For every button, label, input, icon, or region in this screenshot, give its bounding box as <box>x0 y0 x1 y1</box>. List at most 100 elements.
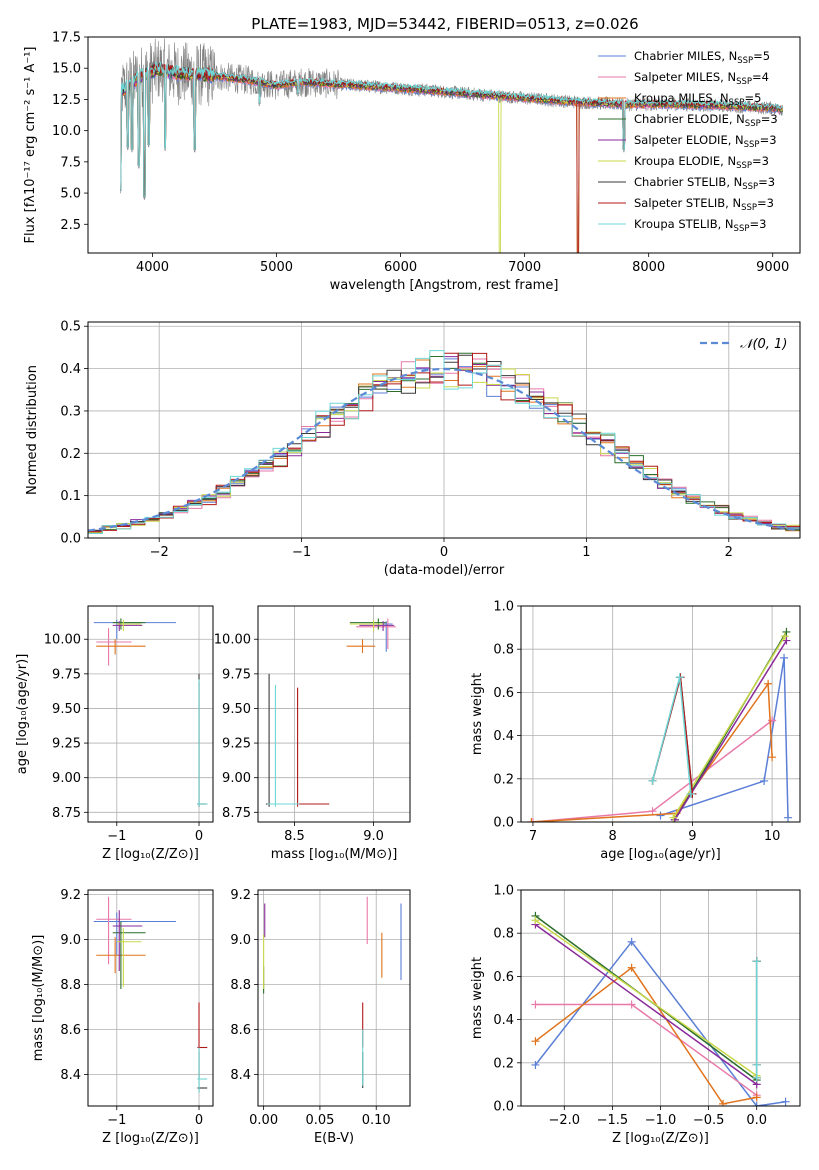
weight_vs_Z-ytick-label: 0.2 <box>493 1056 514 1071</box>
weight_vs_Z-marker-chabrier_miles <box>627 937 636 946</box>
weight_vs_Z-ytick-label: 0.0 <box>493 1100 514 1115</box>
weight_vs_Z-marker-kroupa_elodie <box>531 916 540 925</box>
spectrum-xlabel: wavelength [Angstrom, rest frame] <box>330 278 559 293</box>
age_vs_mass-ytick-label: 8.75 <box>222 806 251 821</box>
residuals-ytick-label: 0.2 <box>60 447 81 462</box>
residuals-ytick-label: 0.4 <box>60 362 81 377</box>
spectrum-xtick-label: 6000 <box>384 260 417 275</box>
age_vs_Z-ylabel: age [log₁₀(age/yr)] <box>15 654 30 775</box>
age_vs_Z-xlabel: Z [log₁₀(Z/Z⊙)] <box>102 847 199 862</box>
weight_vs_Z-ytick-label: 0.8 <box>493 927 514 942</box>
spectrum-ytick-label: 5.0 <box>60 187 81 202</box>
weight_vs_Z-marker-kroupa_stelib <box>752 1060 761 1069</box>
age_vs_mass-ytick-label: 9.25 <box>222 737 251 752</box>
residuals-xtick-label: 1 <box>582 545 590 560</box>
weight_vs_age-ytick-label: 0.8 <box>493 643 514 658</box>
weight_vs_age-ytick-label: 0.2 <box>493 772 514 787</box>
age_vs_Z-frame <box>87 605 214 823</box>
weight_vs_Z-xtick-label: −1.5 <box>597 1113 629 1128</box>
spectrum-ytick-label: 2.5 <box>60 218 81 233</box>
weight_vs_age-marker-kroupa_stelib <box>686 789 695 798</box>
weight_vs_age-plot <box>527 627 793 822</box>
weight_vs_Z-series-kroupa_elodie <box>534 919 758 1077</box>
weight_vs_age-frame <box>520 605 801 823</box>
weight_vs_age-ytick-label: 1.0 <box>493 600 514 615</box>
weight_vs_Z-marker-chabrier_miles <box>531 1060 540 1069</box>
mass_vs_Z-xtick-label: −1 <box>107 1113 126 1128</box>
age_vs_mass-ytick-label: 9.75 <box>222 667 251 682</box>
mass_vs_EBV-frame <box>257 889 411 1107</box>
weight_vs_age-marker-kroupa_miles <box>764 679 773 688</box>
weight_vs_age-marker-salpeter_miles <box>648 807 657 816</box>
legend-entry-chabrier_stelib: Chabrier STELIB, NSSP=3 <box>634 175 775 192</box>
weight_vs_Z-marker-kroupa_stelib <box>752 957 761 966</box>
weight_vs_Z-ylabel: mass weight <box>470 957 485 1039</box>
mass_vs_Z-xtick-label: 0 <box>195 1113 203 1128</box>
spectrum-ytick-label: 12.5 <box>52 93 81 108</box>
age_vs_Z-ytick-label: 9.25 <box>52 737 81 752</box>
mass_vs_EBV-xtick-label: 0.00 <box>249 1113 278 1128</box>
weight_vs_age-xtick-label: 7 <box>529 829 537 844</box>
weight_vs_Z-marker-chabrier_miles <box>781 1097 790 1106</box>
legend-entry-salpeter_stelib: Salpeter STELIB, NSSP=3 <box>634 196 774 213</box>
weight_vs_Z-plot <box>531 911 790 1106</box>
age_vs_Z-axes: −1 0 8.75 9.00 9.25 9.50 9.75 10.00 Z [log₁₀(Z/Z… <box>15 605 214 862</box>
weight_vs_age-series-chabrier_miles <box>660 657 789 818</box>
age_vs_Z-xtick-label: 0 <box>195 829 203 844</box>
spectrum-ytick-label: 7.5 <box>60 155 81 170</box>
weight_vs_Z-series-salpeter_elodie <box>534 923 758 1086</box>
legend-entry-kroupa_miles: Kroupa MILES, NSSP=5 <box>634 91 761 108</box>
spectrum-plot <box>120 38 784 253</box>
residuals-xtick-label: 0 <box>440 545 448 560</box>
weight_vs_Z-marker-salpeter_miles <box>531 1000 540 1009</box>
residuals-xtick-label: −2 <box>150 545 169 560</box>
residuals-frame <box>87 321 801 539</box>
weight_vs_age-marker-chabrier_miles <box>656 811 665 820</box>
weight_vs_age-series-kroupa_miles <box>531 681 773 822</box>
weight_vs_Z-xlabel: Z [log₁₀(Z/Z⊙)] <box>612 1131 709 1146</box>
weight_vs_age-xtick-label: 10 <box>764 829 781 844</box>
weight_vs_age-axes: 7 8 9 10 0.0 0.2 0.4 0.6 0.8 1.0 age [log₁₀(age/yr… <box>470 600 801 862</box>
mass_vs_Z-ytick-label: 8.6 <box>60 1023 81 1038</box>
weight_vs_Z-xtick-label: −0.5 <box>693 1113 725 1128</box>
spectrum-axes: 4000 5000 6000 7000 8000 9000 2.5 5.0 7.5 10.0 12.… <box>23 31 801 293</box>
legend-entry-chabrier_elodie: Chabrier ELODIE, NSSP=3 <box>634 112 778 129</box>
age_vs_Z-xtick-label: −1 <box>107 829 126 844</box>
residuals-xtick-label: 2 <box>725 545 733 560</box>
weight_vs_age-xlabel: age [log₁₀(age/yr)] <box>600 847 721 862</box>
weight_vs_Z-marker-kroupa_miles <box>627 963 636 972</box>
residuals-ytick-label: 0.0 <box>60 532 81 547</box>
spectrum-ylabel: Flux [fλ10⁻¹⁷ erg cm⁻² s⁻¹ A⁻¹] <box>23 47 38 244</box>
weight_vs_age-ytick-label: 0.0 <box>493 816 514 831</box>
age_vs_mass-ytick-label: 9.00 <box>222 771 251 786</box>
weight_vs_Z-ytick-label: 1.0 <box>493 884 514 899</box>
age_vs_mass-axes: 8.5 9.0 8.75 9.00 9.25 9.50 9.75 10.00 mass [log… <box>214 605 411 862</box>
weight_vs_age-marker-chabrier_miles <box>784 813 793 822</box>
mass_vs_EBV-xtick-label: 0.05 <box>305 1113 334 1128</box>
legend-entry-kroupa_elodie: Kroupa ELODIE, NSSP=3 <box>634 154 769 171</box>
weight_vs_Z-series-salpeter_miles <box>535 1003 758 1096</box>
legend-entry-salpeter_miles: Salpeter MILES, NSSP=4 <box>634 70 769 87</box>
weight_vs_age-marker-kroupa_elodie <box>669 813 678 822</box>
residuals-ytick-label: 0.1 <box>60 489 81 504</box>
mass_vs_Z-axes: −1 0 8.4 8.6 8.8 9.0 9.2 Z [log₁₀(Z/Z⊙)] mass [l… <box>31 888 214 1146</box>
mass_vs_EBV-xlabel: E(B-V) <box>314 1131 354 1146</box>
age_vs_mass-xlabel: mass [log₁₀(M/M⊙)] <box>271 847 398 862</box>
mass_vs_Z-xlabel: Z [log₁₀(Z/Z⊙)] <box>102 1131 199 1146</box>
figure-title: PLATE=1983, MJD=53442, FIBERID=0513, z=0… <box>251 15 638 33</box>
mass_vs_EBV-ytick-label: 8.4 <box>230 1068 251 1083</box>
mass_vs_EBV-axes: 0.00 0.05 0.10 8.4 8.6 8.8 9.0 9.2 E(B-V) <box>230 888 411 1146</box>
mass_vs_EBV-ytick-label: 8.6 <box>230 1023 251 1038</box>
weight_vs_Z-xtick-label: 0.0 <box>746 1113 767 1128</box>
weight_vs_age-marker-salpeter_elodie <box>782 636 791 645</box>
age_vs_mass-xtick-label: 8.5 <box>284 829 305 844</box>
weight_vs_Z-ytick-label: 0.6 <box>493 970 514 985</box>
weight_vs_Z-ytick-label: 0.4 <box>493 1013 514 1028</box>
weight_vs_Z-series-kroupa_miles <box>534 966 757 1105</box>
weight_vs_Z-marker-salpeter_miles <box>627 1000 636 1009</box>
weight_vs_age-marker-kroupa_stelib <box>675 673 684 682</box>
legend-entry-chabrier_miles: Chabrier MILES, NSSP=5 <box>634 49 770 66</box>
age_vs_Z-ytick-label: 9.00 <box>52 771 81 786</box>
weight_vs_age-ytick-label: 0.6 <box>493 686 514 701</box>
age_vs_mass-xtick-label: 9.0 <box>363 829 384 844</box>
